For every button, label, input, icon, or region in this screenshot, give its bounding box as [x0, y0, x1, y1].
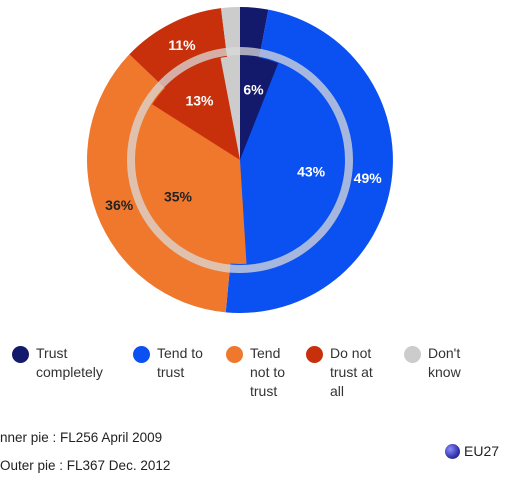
legend-swatch [306, 346, 323, 363]
outer-label-2: 36% [105, 197, 134, 213]
inner-slice-0 [240, 56, 279, 160]
outer-label-1: 49% [354, 170, 383, 186]
region-badge: EU27 [445, 443, 499, 459]
inner-label-2: 35% [164, 189, 193, 205]
inner-slice-1 [240, 63, 344, 264]
inner-slice-3 [152, 57, 240, 161]
inner-slice-4 [220, 55, 240, 160]
legend-swatch [226, 346, 243, 363]
legend-label: Do not trust at all [330, 345, 373, 399]
inner-pie-note: nner pie : FL256 April 2009 [0, 430, 163, 445]
legend-swatch [404, 346, 421, 363]
globe-icon [445, 444, 460, 459]
legend-swatch [133, 346, 150, 363]
legend-label: Tend not to trust [250, 345, 286, 399]
inner-slice-2 [136, 104, 247, 264]
inner-label-0: 6% [243, 81, 264, 97]
ring-separator [127, 47, 353, 273]
region-label: EU27 [464, 443, 500, 459]
legend-label: Don't know [428, 345, 461, 380]
inner-label-1: 43% [297, 163, 326, 179]
legend-label: Tend to trust [157, 345, 203, 380]
legend-label: Trust completely [36, 345, 103, 380]
legend-swatch [12, 346, 29, 363]
inner-label-3: 13% [185, 93, 214, 109]
outer-label-3: 11% [168, 37, 196, 53]
outer-pie-note: Outer pie : FL367 Dec. 2012 [0, 458, 171, 473]
pie-chart: 49% 36% 11% 6% 43% 35% 13% [87, 6, 393, 313]
